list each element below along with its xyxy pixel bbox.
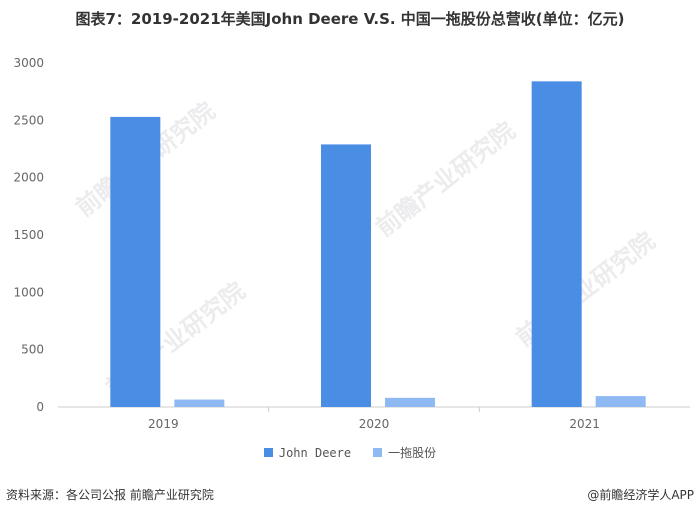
bar-yituo-2021 xyxy=(595,396,646,407)
y-tick-label: 3000 xyxy=(13,56,44,70)
x-tick-label: 2021 xyxy=(569,417,600,431)
legend-label-yituo: 一拖股份 xyxy=(388,446,437,460)
y-tick-label: 1500 xyxy=(13,228,44,242)
chart-title: 图表7：2019-2021年美国John Deere V.S. 中国一拖股份总营… xyxy=(75,10,625,28)
x-tick-label: 2020 xyxy=(359,417,390,431)
credit-note: @前瞻经济学人APP xyxy=(587,488,694,502)
bar-john-deere-2021 xyxy=(531,81,582,407)
bar-yituo-2020 xyxy=(385,397,435,407)
bar-yituo-2019 xyxy=(174,399,225,407)
source-note: 资料来源：各公司公报 前瞻产业研究院 xyxy=(6,488,214,502)
bar-chart: 0 500 1000 1500 2000 2500 3000 2019 2020 2021 xyxy=(13,56,690,431)
y-tick-label: 2500 xyxy=(13,113,44,127)
footer: 资料来源：各公司公报 前瞻产业研究院 @前瞻经济学人APP xyxy=(0,486,700,506)
legend-label-john-deere: John Deere xyxy=(278,445,352,460)
bar-john-deere-2020 xyxy=(321,144,371,407)
legend-item-john-deere: John Deere xyxy=(263,444,352,461)
y-tick-label: 2000 xyxy=(13,171,44,185)
y-tick-label: 500 xyxy=(21,343,44,357)
y-tick-label: 1000 xyxy=(13,285,44,299)
x-tick-label: 2019 xyxy=(148,417,179,431)
y-tick-label: 0 xyxy=(36,400,44,414)
legend-swatch-yituo xyxy=(373,448,383,457)
legend-item-yituo: 一拖股份 xyxy=(373,444,436,461)
bar-john-deere-2019 xyxy=(110,116,161,407)
legend-swatch-john-deere xyxy=(263,448,273,457)
legend: John Deere 一拖股份 xyxy=(0,444,700,461)
